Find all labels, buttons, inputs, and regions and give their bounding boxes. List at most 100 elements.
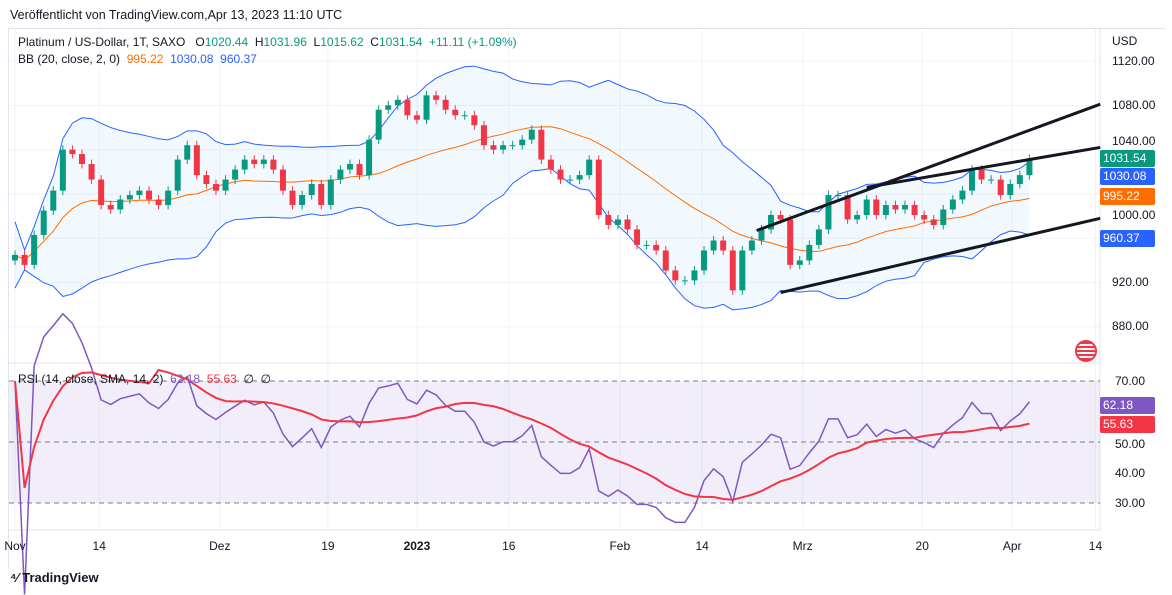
bb-label: BB (20, close, 2, 0) [18, 52, 121, 66]
candle [835, 195, 842, 197]
candle [480, 125, 487, 146]
tradingview-logo[interactable]: ⁴⁄ TradingView [10, 570, 99, 585]
us-flag-icon[interactable] [1075, 340, 1097, 362]
candle [366, 139, 373, 176]
candle [404, 99, 411, 116]
candle [710, 240, 717, 251]
change-value: +11.11 (+1.09%) [429, 35, 517, 49]
candle [222, 179, 229, 191]
candle [375, 109, 382, 140]
low-label: L [313, 35, 321, 49]
bb-basis-line [14, 126, 1030, 261]
candle [155, 199, 162, 206]
candle [758, 229, 765, 241]
candle [605, 215, 612, 225]
candle [212, 183, 219, 191]
candle [701, 250, 708, 271]
candle [892, 205, 899, 210]
candle [12, 254, 18, 261]
bb-fill [15, 66, 1030, 310]
candle [452, 109, 459, 116]
candle [232, 169, 239, 180]
candle [873, 199, 880, 216]
candle [50, 190, 57, 211]
candle [624, 219, 631, 230]
bb-basis-tag: 995.22 [1100, 188, 1155, 205]
candle [413, 115, 420, 120]
candle [98, 179, 105, 206]
x-axis-label: Apr [1003, 539, 1022, 553]
candle [279, 169, 286, 191]
candle [882, 205, 889, 216]
rsi-sma-line [14, 368, 1030, 501]
candle [796, 260, 803, 265]
candle [739, 250, 746, 291]
x-axis-label: 2023 [404, 539, 431, 553]
price-tick: 1040.00 [1112, 134, 1156, 148]
candle [595, 159, 602, 216]
candle [691, 270, 698, 281]
rsi-legend[interactable]: RSI (14, close, SMA, 14, 2) 62.18 55.63 … [18, 372, 271, 386]
bb-upper-value: 1030.08 [170, 52, 214, 66]
rsi-tag: 62.18 [1100, 397, 1155, 414]
x-axis-label: Nov [4, 539, 25, 553]
close-label: C [370, 35, 379, 49]
candle [672, 270, 679, 281]
candle [40, 210, 47, 235]
rsi-label: RSI (14, close, SMA, 14, 2) [18, 372, 164, 386]
currency-label: USD [1112, 34, 1138, 48]
rsi-tick: 30.00 [1115, 496, 1146, 510]
bb-legend[interactable]: BB (20, close, 2, 0) 995.22 1030.08 960.… [18, 52, 257, 66]
candle [662, 250, 669, 271]
candle [193, 145, 200, 176]
candle [241, 159, 248, 170]
candle [69, 149, 76, 155]
candle [289, 190, 296, 206]
candle [394, 99, 401, 106]
candle [854, 215, 861, 220]
candle [806, 244, 813, 261]
candle [787, 219, 794, 265]
candle [165, 190, 172, 206]
bb-upper-tag: 1030.08 [1100, 168, 1155, 185]
bb-basis-value: 995.22 [126, 52, 164, 66]
candle [59, 149, 66, 191]
x-axis-label: 14 [93, 539, 107, 553]
open-label: O [195, 35, 205, 49]
rsi-tick: 70.00 [1115, 374, 1146, 388]
candle [299, 195, 306, 206]
candle [815, 229, 822, 245]
candle [681, 280, 688, 282]
candle [318, 183, 325, 206]
candle [1007, 183, 1014, 196]
candle [557, 169, 564, 180]
candle [260, 159, 267, 165]
trend-line [780, 216, 1101, 295]
candle [308, 183, 315, 196]
trend-line [756, 102, 1101, 232]
candle [461, 115, 468, 117]
price-tick: 880.00 [1112, 319, 1149, 333]
close-value: 1031.54 [378, 35, 423, 49]
x-axis-label: Dez [209, 539, 230, 553]
price-tick: 920.00 [1112, 275, 1149, 289]
candle [777, 215, 784, 220]
candle [251, 159, 258, 165]
x-axis-label: 14 [695, 539, 709, 553]
candle [940, 209, 947, 225]
candle [117, 199, 124, 210]
low-value: 1015.62 [320, 35, 364, 49]
candle [184, 145, 191, 160]
trend-line [866, 145, 1101, 189]
candle [634, 229, 641, 245]
candle [949, 199, 956, 210]
candle [136, 190, 143, 196]
candle [346, 164, 353, 170]
symbol-title: Platinum / US-Dollar, 1T, SAXO [18, 35, 186, 49]
candle [586, 159, 593, 176]
bb-lower-tag: 960.37 [1100, 230, 1155, 247]
candle [145, 190, 152, 200]
candle [270, 159, 277, 170]
candle [959, 190, 966, 200]
